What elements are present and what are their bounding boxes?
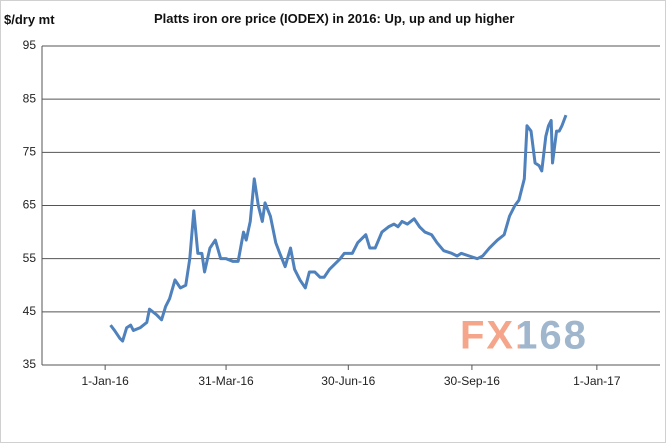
y-tick-label: 35: [23, 357, 37, 371]
y-axis-label: $/dry mt: [4, 12, 55, 27]
price-line: [109, 114, 568, 343]
x-tick-label: 1-Jan-17: [573, 374, 621, 388]
y-tick-label: 95: [23, 38, 37, 52]
chart-title: Platts iron ore price (IODEX) in 2016: U…: [154, 11, 515, 26]
x-tick-label: 30-Sep-16: [444, 374, 500, 388]
x-tick-label: 30-Jun-16: [321, 374, 375, 388]
y-tick-label: 75: [23, 145, 37, 159]
watermark: FX168: [460, 314, 588, 358]
y-tick-label: 55: [23, 251, 37, 265]
y-tick-label: 45: [23, 304, 37, 318]
x-tick-label: 31-Mar-16: [198, 374, 254, 388]
x-tick-label: 1-Jan-16: [81, 374, 129, 388]
y-tick-label: 65: [23, 198, 37, 212]
y-tick-label: 85: [23, 91, 37, 105]
